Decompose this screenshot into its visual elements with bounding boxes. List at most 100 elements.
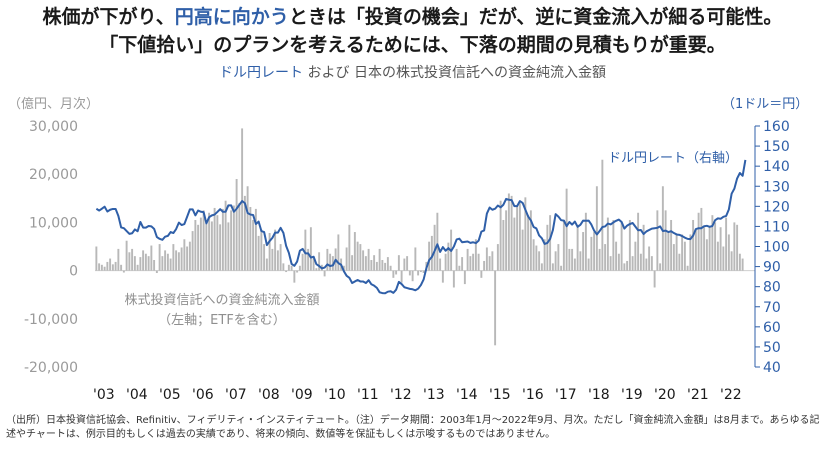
flow-bar: [403, 258, 406, 271]
flow-bar: [681, 234, 684, 271]
flow-bar: [524, 197, 527, 271]
left-tick-label: 30,000: [29, 119, 78, 135]
flow-bar: [447, 242, 450, 271]
flow-bar: [458, 265, 461, 271]
flow-bar: [579, 251, 582, 271]
headline-line-1-pre: 株価が下がり、: [42, 6, 175, 28]
flow-bar: [678, 253, 681, 271]
flow-bar: [595, 186, 598, 271]
flow-bar: [290, 265, 293, 271]
x-tick-label: '18: [588, 387, 610, 403]
flow-bar: [95, 246, 98, 271]
flow-bar: [227, 222, 230, 271]
flow-bar: [386, 257, 389, 271]
flow-bar: [98, 263, 101, 271]
flow-bar: [249, 206, 252, 271]
flow-bar: [507, 193, 510, 271]
chart-subtitle: ドル円レート および 日本の株式投資信託への資金純流入金額: [0, 62, 825, 82]
flow-bar: [582, 232, 585, 271]
right-tick-label: 110: [763, 219, 790, 235]
flow-bar: [672, 244, 675, 271]
flow-bar: [282, 263, 285, 271]
flow-bar: [568, 248, 571, 271]
flow-bar: [417, 270, 420, 276]
flow-bar: [205, 223, 208, 271]
flow-bar: [351, 255, 354, 271]
flow-bar: [348, 224, 351, 271]
flow-bar: [436, 212, 439, 271]
flow-bar: [538, 251, 541, 271]
flow-bar: [560, 265, 563, 271]
flow-bar: [601, 159, 604, 271]
flow-bar: [392, 270, 395, 278]
flow-bar: [516, 205, 519, 271]
flow-bar: [241, 128, 244, 271]
flow-bar: [477, 253, 480, 271]
flow-bar: [609, 256, 612, 271]
right-tick-label: 100: [763, 240, 790, 256]
flow-bar: [414, 247, 417, 271]
flow-bar: [485, 247, 488, 271]
left-tick-label: 20,000: [29, 167, 78, 183]
flow-bar: [733, 222, 736, 271]
flow-bar: [158, 244, 161, 271]
flow-bar: [697, 212, 700, 271]
flow-bar: [199, 217, 202, 271]
flow-bar: [480, 270, 483, 278]
flow-bar: [194, 219, 197, 271]
flow-bar: [128, 252, 131, 271]
flow-bar: [727, 234, 730, 271]
flow-bar: [224, 200, 227, 271]
flow-bar: [114, 261, 117, 271]
subtitle-mid: および: [303, 65, 354, 81]
flow-bar: [659, 263, 662, 271]
flow-bar: [532, 239, 535, 271]
flow-bar: [246, 186, 249, 271]
right-tick-label: 70: [763, 300, 781, 316]
flow-bar: [488, 256, 491, 271]
flow-bar: [139, 257, 142, 271]
flow-bar: [318, 252, 321, 271]
flow-bar: [323, 270, 326, 277]
right-tick-label: 80: [763, 280, 781, 296]
flow-bar: [714, 222, 717, 271]
flow-bar: [384, 262, 387, 271]
flow-bar: [243, 195, 246, 271]
flow-bar: [208, 212, 211, 271]
flow-bar: [626, 260, 629, 271]
flow-bar: [703, 227, 706, 271]
flow-bar: [598, 248, 601, 271]
flow-bar: [455, 248, 458, 271]
flow-bar: [381, 260, 384, 271]
flow-bar: [648, 246, 651, 271]
flow-bar: [397, 255, 400, 271]
left-tick-label: 10,000: [29, 215, 78, 231]
right-tick-label: 40: [763, 360, 781, 376]
flow-bar: [653, 270, 656, 288]
flow-bar: [593, 232, 596, 271]
flow-bar: [573, 258, 576, 271]
chart-canvas: 30,000 20,000 10,000 0 -10,000 -20,000 160 150 1…: [8, 96, 808, 403]
flow-bar: [326, 248, 329, 271]
flow-bar: [252, 219, 255, 271]
flow-bar: [461, 257, 464, 271]
footnote: （出所）日本投資信託協会、Refinitiv、フィデリティ・インスティテュート。…: [6, 415, 820, 440]
right-tick-label: 90: [763, 260, 781, 276]
flow-bar: [617, 253, 620, 271]
flow-bar: [692, 219, 695, 271]
flow-bar: [604, 244, 607, 271]
flow-bar: [274, 229, 277, 271]
flow-bar: [378, 248, 381, 271]
flow-bar: [136, 264, 139, 271]
flow-bar: [183, 239, 186, 271]
flow-bar: [235, 179, 238, 271]
flow-bar: [433, 224, 436, 271]
flow-bar: [186, 246, 189, 271]
left-tick-label: 0: [69, 264, 78, 280]
flow-bar: [359, 244, 362, 271]
flow-bar: [639, 253, 642, 271]
x-tick-label: '21: [687, 387, 709, 403]
flow-bar: [722, 246, 725, 271]
flow-bar: [518, 203, 521, 271]
flow-series-label: 株式投資信託への資金純流入金額: [124, 292, 319, 308]
